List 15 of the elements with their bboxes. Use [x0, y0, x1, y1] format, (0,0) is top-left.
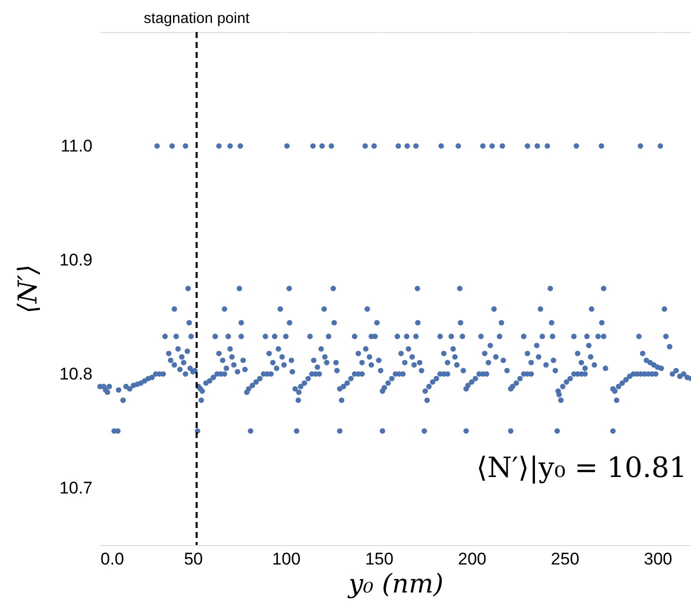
x-tick-label: 250	[550, 550, 580, 568]
y-axis-title: ⟨N′⟩	[13, 264, 44, 314]
x-tick-label: 0.0	[100, 550, 124, 568]
y-tick-label: 10.8	[59, 364, 92, 384]
x-tick-label: 300	[644, 550, 672, 568]
y-tick-label: 10.7	[59, 478, 92, 498]
annotation: ⟨N′⟩|y₀ = 10.81	[476, 451, 687, 484]
x-tick-label: 50	[184, 550, 203, 568]
ref-line-label: stagnation point	[144, 10, 250, 27]
y-tick-label: 10.9	[59, 250, 92, 270]
x-tick-label: 100	[272, 550, 301, 568]
y-tick-label: 11.0	[60, 136, 92, 156]
x-tick-label: 200	[458, 550, 486, 568]
x-axis-title: y₀ (nm)	[347, 570, 444, 600]
x-tick-label: 150	[365, 550, 394, 568]
